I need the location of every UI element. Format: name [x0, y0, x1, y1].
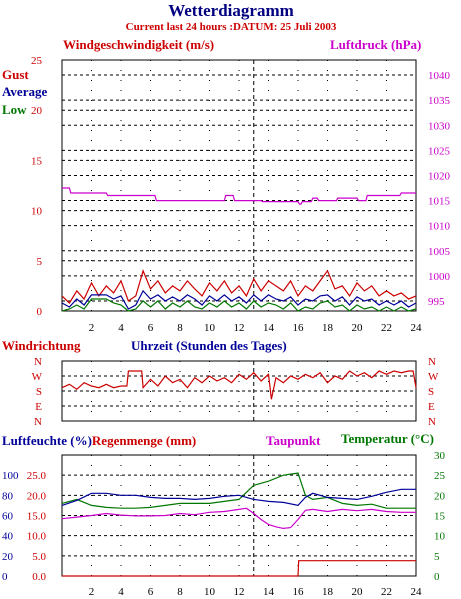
rain-axis-label: Regenmenge (mm) — [92, 433, 196, 448]
pressure-axis-label: Luftdruck (hPa) — [330, 37, 421, 52]
x-tick-label: 14 — [263, 586, 275, 598]
direction-tick-label: N — [34, 416, 42, 428]
y2-tick-label: 1040 — [428, 70, 451, 82]
y2-tick-label: 1020 — [428, 170, 451, 182]
humidity-axis-label: Luftfeuchte (%)Regenmenge (mm) — [2, 433, 196, 448]
pressure-line — [62, 187, 416, 205]
x-tick-label: 24 — [411, 586, 423, 598]
y2-tick-label: 995 — [428, 296, 445, 308]
y2-tick-label: 1030 — [428, 120, 451, 132]
x-tick-label: 2 — [89, 586, 95, 598]
temperature-tick-label: 25 — [434, 470, 446, 482]
wind-direction-label: Windrichtung — [2, 338, 81, 353]
direction-tick-label: N — [34, 356, 42, 368]
y2-tick-label: 1000 — [428, 271, 451, 283]
dewpoint-label: Taupunkt — [266, 433, 321, 448]
y-tick-label: 15 — [31, 155, 43, 167]
chart-title: Wetterdiagramm — [168, 1, 294, 20]
temperature-tick-label: 0 — [434, 571, 440, 583]
y2-tick-label: 1035 — [428, 95, 451, 107]
humidity-tick-label: 0 — [2, 571, 8, 583]
x-tick-label: 22 — [381, 586, 392, 598]
humidity-tick-label: 20 — [2, 551, 14, 563]
chart-subtitle: Current last 24 hours :DATUM: 25 Juli 20… — [126, 21, 337, 33]
low-line — [61, 298, 417, 312]
temperature-tick-label: 5 — [434, 551, 440, 563]
x-tick-label: 24 — [411, 322, 423, 334]
x-tick-label: 6 — [148, 586, 154, 598]
temperature-tick-label: 20 — [434, 490, 446, 502]
dewpoint-line — [61, 507, 416, 530]
direction-tick-label-right: N — [428, 356, 436, 368]
x-tick-label: 10 — [204, 586, 216, 598]
humidity-line — [61, 488, 416, 507]
x-tick-label: 16 — [293, 586, 305, 598]
humidity-tick-label: 80 — [2, 490, 14, 502]
y2-tick-label: 1005 — [428, 246, 451, 258]
humidity-tick-label: 40 — [2, 531, 14, 543]
y2-tick-label: 1010 — [428, 221, 451, 233]
y-tick-label: 0 — [37, 306, 43, 318]
direction-tick-label: S — [36, 386, 42, 398]
time-axis-label: Uhrzeit (Stunden des Tages) — [131, 338, 287, 353]
gust-line — [61, 268, 417, 304]
rain-tick-label: 5.0 — [32, 551, 46, 563]
wind-direction-line — [61, 370, 417, 400]
x-tick-label: 16 — [293, 322, 305, 334]
rain-tick-label: 25.0 — [27, 470, 47, 482]
humidity-tick-label: 100 — [2, 470, 19, 482]
humidity-tick-label: 60 — [2, 511, 14, 523]
direction-tick-label-right: S — [428, 386, 434, 398]
x-tick-label: 2 — [89, 322, 95, 334]
average-line — [61, 289, 417, 310]
x-tick-label: 12 — [234, 322, 245, 334]
y-tick-label: 20 — [31, 105, 43, 117]
rain-tick-label: 10.0 — [27, 531, 47, 543]
temperature-tick-label: 10 — [434, 531, 446, 543]
x-tick-label: 8 — [177, 322, 183, 334]
wind-pressure-plot — [61, 59, 417, 312]
rain-tick-label: 0.0 — [32, 571, 46, 583]
y2-tick-label: 1015 — [428, 196, 451, 208]
x-tick-label: 10 — [204, 322, 216, 334]
x-tick-label: 4 — [118, 322, 124, 334]
legend-average: Average — [2, 84, 47, 99]
wind-speed-axis-label: Windgeschwindigkeit (m/s) — [63, 37, 214, 52]
x-tick-label: 20 — [352, 322, 364, 334]
legend-low: Low — [2, 102, 27, 117]
temperature-axis-label: Temperatur (°C) — [341, 431, 434, 446]
y-tick-label: 5 — [37, 256, 43, 268]
direction-tick-label-right: W — [428, 371, 439, 383]
legend-gust: Gust — [2, 67, 29, 82]
y-tick-label: 25 — [31, 55, 43, 67]
x-tick-label: 22 — [381, 322, 392, 334]
x-tick-label: 4 — [118, 586, 124, 598]
x-tick-label: 18 — [322, 322, 334, 334]
temperature-tick-label: 30 — [434, 450, 446, 462]
x-tick-label: 8 — [177, 586, 183, 598]
rain-line — [62, 560, 416, 577]
x-tick-label: 12 — [234, 586, 245, 598]
x-tick-label: 20 — [352, 586, 364, 598]
y-tick-label: 10 — [31, 206, 43, 218]
temperature-tick-label: 15 — [434, 511, 446, 523]
y2-tick-label: 1025 — [428, 145, 451, 157]
direction-tick-label-right: N — [428, 416, 436, 428]
x-tick-label: 14 — [263, 322, 275, 334]
rain-tick-label: 20.0 — [27, 490, 47, 502]
direction-tick-label-right: E — [428, 401, 435, 413]
x-tick-label: 18 — [322, 586, 334, 598]
rain-tick-label: 15.0 — [27, 511, 47, 523]
direction-tick-label: W — [32, 371, 43, 383]
temperature-line — [61, 472, 416, 509]
x-tick-label: 6 — [148, 322, 154, 334]
direction-tick-label: E — [35, 401, 42, 413]
